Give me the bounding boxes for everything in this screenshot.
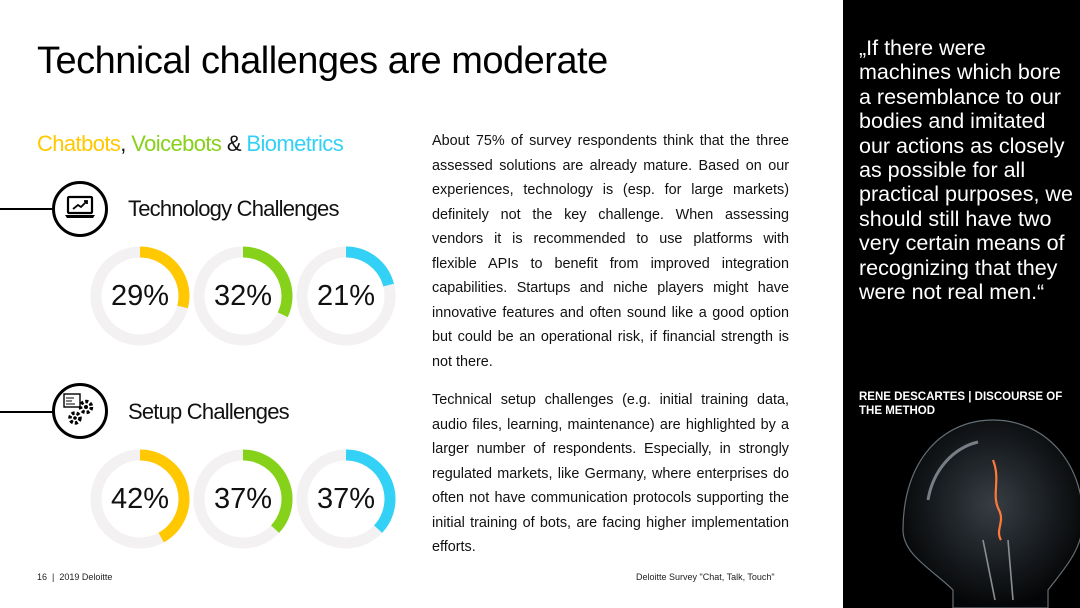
donut-value-label: 29% — [110, 279, 170, 312]
donut-value-label: 21% — [316, 279, 376, 312]
quote-attribution: RENE DESCARTES | DISCOURSE OF THE METHOD — [859, 391, 1063, 417]
section-title-technology: Technology Challenges — [128, 196, 340, 221]
donut-value-arc — [242, 246, 293, 318]
donut-value-label: 42% — [110, 482, 170, 515]
laptop-chart-icon — [64, 194, 96, 225]
footer-page-info: 16 | 2019 Deloitte — [37, 572, 113, 582]
donut-value-label: 37% — [213, 482, 273, 515]
gears-code-icon — [62, 392, 98, 431]
donut-value-label: 32% — [213, 279, 273, 312]
donut-value-arc — [139, 246, 190, 309]
donut-value-arc — [345, 449, 396, 533]
subtitle-voicebots: Voicebots — [131, 131, 222, 156]
subtitle-chatbots: Chatbots — [37, 131, 121, 156]
donut-chart: 37% — [296, 449, 396, 549]
subtitle-separator-1: , — [120, 131, 132, 156]
donut-value-label: 37% — [316, 482, 376, 515]
section-divider-line — [0, 208, 55, 210]
subtitle: Chatbots, Voicebots & Biometrics — [37, 131, 344, 157]
donut-value-arc — [345, 246, 394, 287]
body-paragraph-1: About 75% of survey respondents think th… — [432, 133, 789, 370]
quote-text: „If there were machines which bore a res… — [859, 36, 1073, 305]
section-title-setup: Setup Challenges — [128, 399, 290, 424]
quote-panel: „If there were machines which bore a res… — [843, 0, 1080, 608]
section-icon-circle — [52, 383, 108, 439]
section-divider-line — [0, 411, 55, 413]
donut-chart: 21% — [296, 246, 396, 346]
subtitle-separator-2: & — [221, 131, 247, 156]
donut-chart: 37% — [193, 449, 293, 549]
body-paragraph-2: Technical setup challenges (e.g. initial… — [432, 392, 789, 555]
donut-chart: 29% — [90, 246, 190, 346]
light-bulb-image — [902, 419, 1080, 608]
donut-value-arc — [242, 449, 293, 533]
donut-chart: 42% — [90, 449, 190, 549]
page-title: Technical challenges are moderate — [37, 40, 608, 82]
donut-value-arc — [139, 449, 190, 543]
footer-source: Deloitte Survey "Chat, Talk, Touch" — [636, 572, 775, 582]
section-icon-circle — [52, 181, 108, 237]
subtitle-biometrics: Biometrics — [246, 131, 344, 156]
donut-chart: 32% — [193, 246, 293, 346]
